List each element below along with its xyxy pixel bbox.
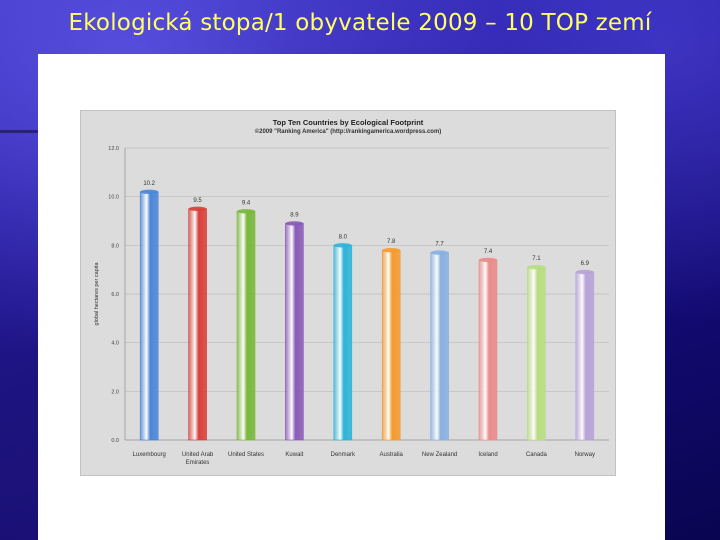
bar-cap [237, 209, 255, 214]
data-label: 10.2 [143, 181, 155, 187]
data-label: 7.4 [484, 249, 493, 255]
bar-denmark [333, 245, 353, 441]
bar-norway [575, 271, 595, 441]
chart-title: Top Ten Countries by Ecological Footprin… [272, 118, 424, 127]
x-tick-label: New Zealand [422, 452, 457, 458]
bar-iceland [478, 259, 498, 441]
y-tick-label: 8.0 [111, 243, 119, 249]
y-tick-label: 4.0 [111, 341, 119, 347]
bar-cap [188, 206, 207, 212]
bar-cap [285, 221, 304, 226]
bar-cap [430, 250, 449, 255]
bar-kuwait [285, 223, 304, 441]
x-tick-label: United States [228, 452, 264, 458]
bar-new-zealand [430, 252, 449, 441]
data-label: 7.1 [532, 256, 541, 262]
bar-australia [381, 249, 401, 441]
bar-united-arab-emirates [188, 208, 207, 441]
bar-canada [527, 266, 546, 441]
data-label: 9.4 [242, 200, 251, 206]
x-tick-label: Norway [575, 452, 595, 458]
bar-luxembourg [139, 191, 159, 441]
x-tick-label: Canada [526, 452, 548, 458]
y-tick-label: 10.0 [108, 195, 119, 201]
x-tick-label: Emirates [186, 460, 210, 466]
data-label: 8.9 [290, 212, 299, 218]
x-tick-label: United Arab [182, 452, 214, 458]
data-label: 7.7 [435, 242, 444, 248]
y-axis-title: global hectares per capita [94, 262, 100, 326]
bar-cap [382, 248, 401, 253]
x-tick-label: Australia [380, 452, 404, 458]
bars [139, 189, 595, 441]
data-label: 9.5 [193, 198, 202, 204]
bar-united-states [236, 210, 256, 441]
y-tick-label: 6.0 [111, 292, 119, 298]
bar-cap [527, 265, 546, 270]
bar-cap [479, 257, 497, 263]
x-tick-label: Iceland [478, 452, 497, 458]
bar-cap [333, 243, 352, 248]
bar-cap [575, 269, 594, 275]
chart-subtitle: ©2009 "Ranking America" (http://rankinga… [254, 129, 442, 135]
data-label: 6.9 [581, 261, 590, 267]
labels: 0.0 2.0 4.0 6.0 8.0 10.0 12.0 global hectares p… [94, 146, 595, 466]
x-tick-label: Kuwait [285, 452, 303, 458]
chart: Top Ten Countries by Ecological Footprin… [80, 110, 616, 476]
bar-cap [140, 189, 159, 194]
decorative-line [0, 130, 38, 133]
y-tick-label: 2.0 [111, 389, 119, 395]
data-label: 7.8 [387, 239, 396, 245]
x-tick-label: Denmark [331, 452, 356, 458]
y-tick-label: 0.0 [111, 438, 119, 444]
x-tick-label: Luxembourg [133, 452, 166, 458]
data-label: 8.0 [339, 234, 348, 240]
chart-canvas: 0.0 2.0 4.0 6.0 8.0 10.0 12.0 global hectares p… [94, 146, 609, 466]
y-tick-label: 12.0 [108, 146, 119, 152]
slide-title: Ekologická stopa/1 obyvatele 2009 – 10 T… [68, 10, 652, 36]
